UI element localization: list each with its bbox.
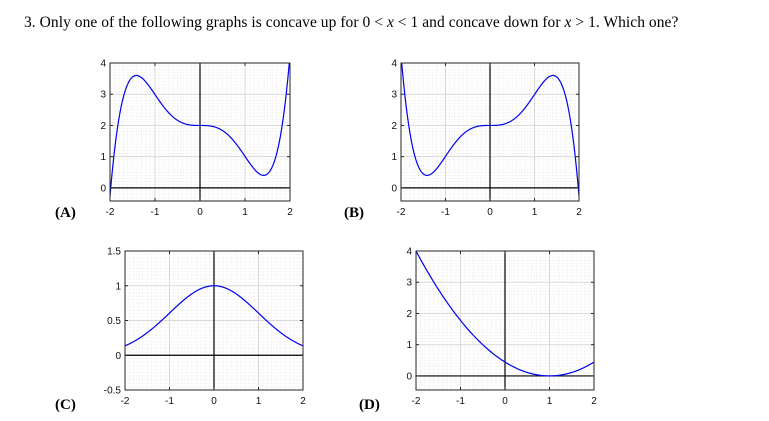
y-tick-label: 1 xyxy=(100,152,106,163)
y-tick-label: 1 xyxy=(391,152,397,163)
graph-a: -2 -1 0 1 2 0 1 2 3 4 xyxy=(100,59,293,219)
x-tick-label: -2 xyxy=(121,396,130,407)
function-curve xyxy=(125,285,303,347)
question-text: 3. Only one of the following graphs is c… xyxy=(24,14,678,32)
question-text-after: > 1. Which one? xyxy=(575,14,679,31)
y-tick-label: 2 xyxy=(406,309,412,320)
graph-b: -2 -1 0 1 2 0 1 2 3 4 xyxy=(391,59,582,219)
y-tick-label: 1 xyxy=(115,281,121,292)
y-tick-label: 0 xyxy=(100,183,106,194)
x-tick-label: -1 xyxy=(456,396,465,407)
function-curve xyxy=(110,63,290,197)
y-tick-label: 3 xyxy=(391,90,397,101)
y-tick-label: 1 xyxy=(406,340,412,351)
x-tick-label: 2 xyxy=(300,396,306,407)
y-tick-label: 2 xyxy=(391,121,397,132)
option-label-c: (C) xyxy=(55,397,76,413)
y-tick-label: 3 xyxy=(406,278,412,289)
option-label-d: (D) xyxy=(359,397,380,413)
y-tick-label: 0.5 xyxy=(107,316,121,327)
variable-x: x xyxy=(564,14,572,31)
y-tick-label: 4 xyxy=(391,59,397,70)
variable-x: x xyxy=(386,14,394,31)
x-tick-label: 2 xyxy=(287,207,293,218)
y-tick-label: 0 xyxy=(115,351,121,362)
function-curve xyxy=(416,251,594,377)
x-tick-label: 1 xyxy=(532,207,538,218)
option-label-b: (B) xyxy=(344,205,364,221)
graph-c: -2 -1 0 1 2 -0.5 0 0.5 1 1.5 xyxy=(104,247,306,408)
question-text-mid: < 1 and concave down for xyxy=(397,14,561,31)
y-tick-label: -0.5 xyxy=(104,386,122,397)
x-tick-label: -2 xyxy=(106,207,115,218)
y-tick-label: 0 xyxy=(391,183,397,194)
y-tick-label: 0 xyxy=(406,371,412,382)
x-tick-label: -1 xyxy=(151,207,160,218)
y-tick-label: 4 xyxy=(406,247,412,258)
question-text-before: Only one of the following graphs is conc… xyxy=(39,14,383,31)
x-tick-label: 0 xyxy=(211,396,217,407)
x-tick-label: 0 xyxy=(197,207,203,218)
x-tick-label: -2 xyxy=(397,207,406,218)
x-tick-label: -2 xyxy=(412,396,421,407)
x-tick-label: -1 xyxy=(441,207,450,218)
option-label-a: (A) xyxy=(55,205,76,221)
y-tick-label: 4 xyxy=(100,59,106,70)
y-tick-label: 3 xyxy=(100,90,106,101)
y-tick-label: 1.5 xyxy=(107,247,121,258)
x-tick-label: 0 xyxy=(487,207,493,218)
x-tick-label: 1 xyxy=(242,207,248,218)
y-tick-label: 2 xyxy=(100,121,106,132)
x-tick-label: 2 xyxy=(576,207,582,218)
x-tick-label: 2 xyxy=(591,396,597,407)
graph-d: -2 -1 0 1 2 0 1 2 3 4 xyxy=(406,247,597,408)
x-tick-label: 0 xyxy=(502,396,508,407)
x-tick-label: 1 xyxy=(256,396,262,407)
question-number: 3. xyxy=(24,14,36,31)
x-tick-label: -1 xyxy=(165,396,174,407)
function-curve xyxy=(401,63,579,197)
x-tick-label: 1 xyxy=(547,396,553,407)
